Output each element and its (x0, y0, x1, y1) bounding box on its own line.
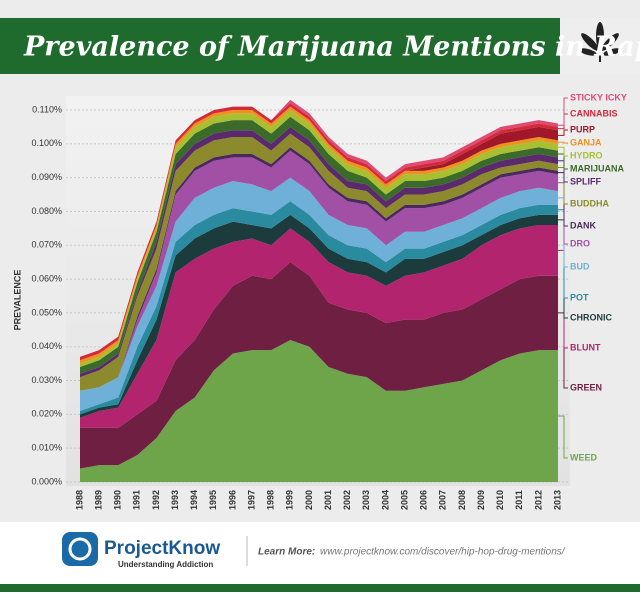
x-tick-label: 2007 (438, 490, 448, 510)
brand: ProjectKnow (104, 538, 220, 559)
x-tick-label: 2005 (399, 490, 409, 510)
x-tick-label: 1991 (132, 490, 142, 510)
x-tick-label: 2010 (495, 490, 505, 510)
legend-label: PURP (570, 124, 595, 134)
y-tick-label: 0.040% (31, 341, 62, 351)
chart-title: Prevalence of Marijuana Mentions in Rap … (23, 32, 640, 63)
leader-line (558, 97, 568, 126)
x-tick-label: 1990 (113, 490, 123, 510)
x-tick-label: 1997 (246, 490, 256, 510)
area (80, 177, 558, 411)
legend-label: GANJA (570, 137, 602, 147)
legend-label: BLUNT (570, 342, 601, 352)
legend-label: BUDDHA (570, 198, 609, 208)
y-axis-label: PREVALENCE (12, 270, 22, 331)
y-tick-label: 0.090% (31, 172, 62, 182)
x-tick-label: 2009 (476, 490, 486, 510)
area (80, 133, 558, 391)
area (80, 262, 558, 469)
y-tick-label: 0.030% (31, 375, 62, 385)
x-tick-label: 2001 (323, 490, 333, 510)
learn-more: Learn More: (258, 547, 315, 558)
x-tick-label: 1993 (170, 490, 180, 510)
legend-label: POT (570, 292, 589, 302)
x-tick-label: 2004 (380, 490, 390, 510)
y-tick-label: 0.020% (31, 409, 62, 419)
leader-line (558, 312, 568, 389)
legend-label: WEED (570, 452, 598, 462)
url[interactable]: www.projectknow.com/discover/hip-hop-dru… (320, 547, 566, 558)
y-tick-label: 0.060% (31, 273, 62, 283)
y-tick-label: 0.070% (31, 240, 62, 250)
y-tick-label: 0.010% (31, 443, 62, 453)
leader-line (558, 146, 568, 157)
x-tick-label: 1996 (227, 490, 237, 510)
leader-line (558, 415, 568, 459)
footer-strip (0, 584, 640, 592)
area (80, 116, 558, 374)
x-tick-label: 2012 (533, 490, 543, 510)
legend-label: SPLIFF (570, 176, 602, 186)
legend-label: MARIJUANA (570, 163, 625, 173)
area (80, 110, 558, 368)
logo-icon (62, 532, 98, 566)
legend-label: DRO (570, 238, 590, 248)
legend-label: CANNABIS (570, 108, 618, 118)
x-tick-label: 2002 (342, 490, 352, 510)
x-tick-label: 1999 (285, 490, 295, 510)
leader-line (558, 153, 568, 170)
x-tick-label: 2003 (361, 490, 371, 510)
area (80, 106, 558, 364)
area (80, 214, 558, 418)
legend-label: STICKY ICKY (570, 92, 627, 102)
area (80, 339, 558, 482)
legend-label: BUD (570, 261, 590, 271)
x-tick-label: 1989 (93, 490, 103, 510)
legend-label: CHRONIC (570, 312, 612, 322)
y-tick-label: 0.080% (31, 206, 62, 216)
title-banner (0, 18, 560, 74)
x-tick-label: 1995 (208, 490, 218, 510)
x-tick-label: 2008 (457, 490, 467, 510)
x-tick-label: 1992 (151, 490, 161, 510)
y-tick-label: 0.110% (32, 104, 62, 114)
x-tick-label: 2000 (304, 490, 314, 510)
x-tick-label: 2011 (514, 490, 524, 510)
legend-label: HYDRO (570, 150, 603, 160)
x-tick-label: 2013 (552, 490, 562, 510)
area (80, 224, 558, 428)
y-tick-label: 0.050% (31, 307, 62, 317)
legend-label: GREEN (570, 382, 602, 392)
area (80, 99, 558, 357)
area (80, 126, 558, 378)
x-tick-label: 1988 (74, 490, 84, 510)
leader-line (558, 141, 568, 144)
footer (0, 522, 640, 584)
leaf-icon (579, 22, 621, 62)
area (80, 103, 558, 361)
x-tick-label: 1994 (189, 490, 199, 510)
y-tick-label: 0.000% (31, 476, 62, 486)
tagline: Understanding Addiction (118, 560, 213, 569)
x-tick-label: 1998 (266, 490, 276, 510)
x-tick-label: 2006 (419, 490, 429, 510)
legend-label: DANK (570, 220, 596, 230)
area (80, 150, 558, 391)
leader-line (558, 160, 568, 183)
leader-line (558, 166, 568, 205)
leader-line (558, 129, 568, 136)
y-tick-label: 0.100% (31, 138, 62, 148)
